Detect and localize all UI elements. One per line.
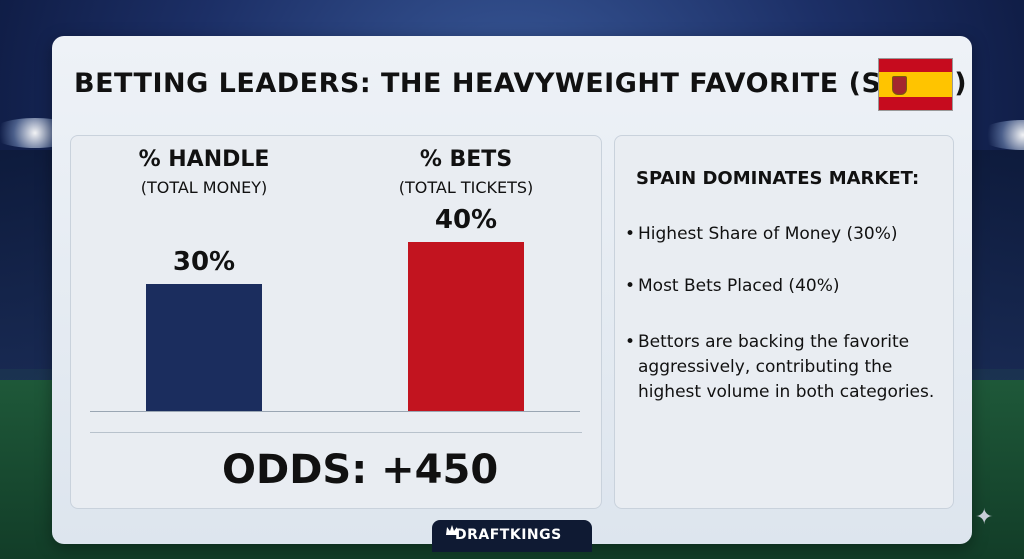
sparkle-icon: ✦ (975, 505, 994, 530)
category-label-handle: % HANDLE (138, 147, 270, 172)
bullet-icon: • (625, 332, 636, 352)
divider (90, 432, 582, 433)
data-label-handle: 30% (172, 247, 236, 278)
bullet-icon: • (625, 224, 636, 244)
bullet-text: Most Bets Placed (40%) (638, 276, 840, 296)
brand-logo: DRAFTKINGS (455, 527, 562, 543)
bullet-text: Bettors are backing the favorite aggress… (638, 332, 935, 402)
data-label-bets: 40% (434, 204, 498, 235)
crown-icon (446, 525, 458, 535)
left-stand (0, 150, 60, 380)
list-item: • Highest Share of Money (30%) (625, 222, 943, 247)
bar-handle (146, 284, 262, 411)
bullet-icon: • (625, 276, 636, 296)
category-sublabel-handle: (TOTAL MONEY) (140, 178, 268, 197)
brand-tab (432, 520, 592, 552)
bullet-text: Highest Share of Money (30%) (638, 224, 898, 244)
page-title: BETTING LEADERS: THE HEAVYWEIGHT FAVORIT… (74, 68, 968, 99)
spain-flag-icon (878, 58, 953, 111)
bar-bets (408, 241, 524, 411)
list-item: • Most Bets Placed (40%) (625, 274, 943, 299)
right-stand (964, 150, 1024, 380)
odds-label: ODDS: +450 (222, 447, 499, 493)
info-card (614, 135, 954, 509)
category-label-bets: % BETS (419, 147, 513, 172)
category-sublabel-bets: (TOTAL TICKETS) (398, 178, 534, 197)
chart-baseline (90, 411, 580, 412)
info-heading: SPAIN DOMINATES MARKET: (636, 168, 920, 189)
floodlight (978, 120, 1024, 150)
list-item: • Bettors are backing the favorite aggre… (625, 330, 943, 405)
